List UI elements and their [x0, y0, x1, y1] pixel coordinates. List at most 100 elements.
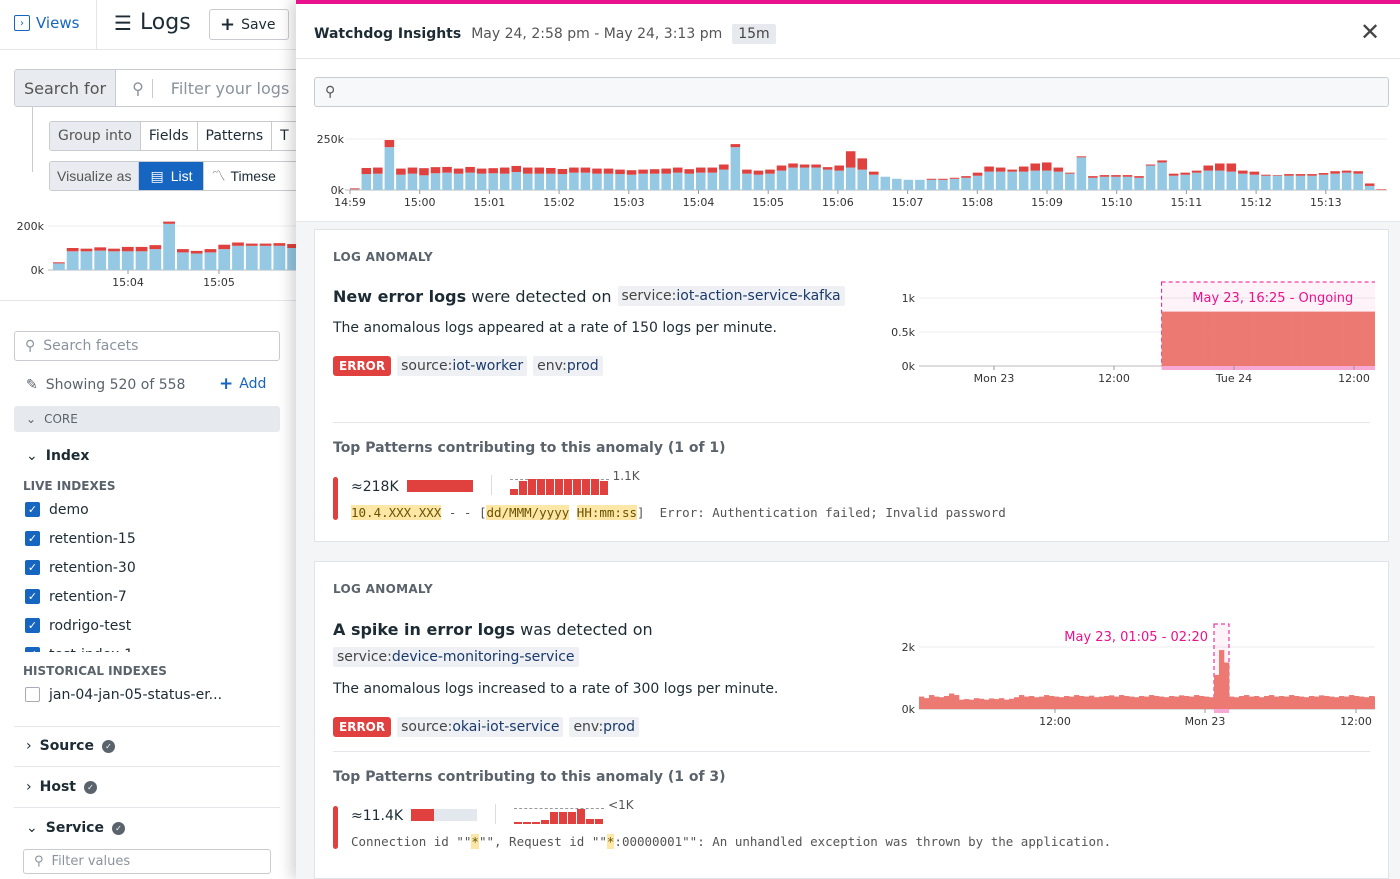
sparkline-peak-label: <1K: [608, 798, 634, 812]
anomaly-chart-bar: [1294, 695, 1300, 709]
facet-service[interactable]: ⌄ Service ✓: [26, 820, 125, 836]
watchdog-insights-panel: Watchdog Insights May 24, 2:58 pm - May …: [296, 0, 1400, 879]
error-bar: [384, 140, 395, 148]
info-bar: [799, 167, 810, 190]
x-tick-label: 15:12: [1240, 196, 1272, 209]
anomaly-chart-bar: [1094, 697, 1100, 709]
add-facet-button[interactable]: + Add: [219, 376, 266, 393]
checkbox-checked-icon[interactable]: ✓: [25, 589, 40, 604]
duration-badge: 15m: [732, 24, 776, 44]
views-button[interactable]: › Views: [14, 14, 79, 32]
info-bar: [511, 172, 521, 190]
x-tick-label: 15:04: [112, 276, 144, 289]
info-bar: [287, 248, 299, 270]
info-bar: [523, 173, 533, 190]
index-facet-header[interactable]: ⌄ Index: [26, 448, 89, 464]
service-tag[interactable]: service:device-monitoring-service: [333, 647, 579, 667]
search-facets-input[interactable]: ⚲ Search facets: [14, 331, 280, 361]
error-bar: [108, 248, 120, 252]
source-tag[interactable]: source:okai-iot-service: [397, 717, 564, 737]
group-fields-option[interactable]: Fields: [141, 122, 198, 150]
checkbox[interactable]: [25, 687, 40, 702]
anomaly-chart-bar: [1059, 697, 1065, 709]
anomaly-chart-bar: [1363, 311, 1375, 366]
checkbox-checked-icon[interactable]: ✓: [25, 618, 40, 633]
error-bar: [569, 167, 579, 173]
group-transactions-option[interactable]: T: [272, 122, 298, 150]
error-bar: [1215, 163, 1225, 171]
log-anomaly-card[interactable]: LOG ANOMALY A spike in error logs was de…: [314, 561, 1389, 879]
close-icon[interactable]: ✕: [1360, 18, 1381, 46]
anomaly-chart-bar: [1299, 696, 1305, 709]
info-bar: [1157, 162, 1167, 190]
search-facets-placeholder: Search facets: [43, 338, 139, 354]
filter-values-input[interactable]: ⚲ Filter values: [23, 849, 271, 874]
error-bar: [696, 167, 706, 173]
error-bar: [1249, 171, 1260, 175]
checkbox-checked-icon[interactable]: ✓: [25, 531, 40, 546]
live-index-item[interactable]: ✓ demo: [25, 495, 285, 524]
facet-host[interactable]: › Host ✓: [26, 779, 97, 795]
checkbox-checked-icon[interactable]: ✓: [25, 502, 40, 517]
group-patterns-option[interactable]: Patterns: [198, 122, 273, 150]
info-bar: [465, 172, 475, 190]
anomaly-window-marker: [1161, 366, 1375, 370]
anomaly-chart-bar: [1339, 695, 1345, 709]
anomaly-chart-bar: [1049, 695, 1055, 709]
error-bar: [465, 166, 475, 173]
source-tag[interactable]: source:iot-worker: [397, 356, 528, 376]
visualize-list-option[interactable]: ▤ List: [139, 162, 205, 190]
pattern-log-line[interactable]: Connection id ""*"", Request id ""*:0000…: [351, 834, 1111, 849]
live-index-item[interactable]: ✓ test-index-1: [25, 640, 285, 652]
sparkline-bar: [568, 812, 577, 824]
pencil-icon[interactable]: ✎: [26, 377, 38, 393]
anomaly-chart-bar: [1034, 697, 1040, 709]
env-tag[interactable]: env:prod: [569, 717, 639, 737]
anomaly-chart-bar: [1274, 696, 1280, 709]
error-bar: [121, 246, 134, 252]
error-bar: [373, 167, 383, 174]
search-for-label: Search for: [15, 70, 117, 106]
error-bar: [845, 151, 856, 168]
pattern-log-line[interactable]: 10.4.XXX.XXX - - [dd/MMM/yyyy HH:mm:ss] …: [351, 505, 1006, 520]
anomaly-chart-bar: [1309, 695, 1315, 709]
checkbox-checked-icon[interactable]: ✓: [25, 560, 40, 575]
panel-title: Watchdog Insights: [314, 26, 462, 42]
insights-search-input[interactable]: ⚲: [314, 77, 1389, 107]
historical-index-item[interactable]: jan-04-jan-05-status-er...: [25, 680, 222, 709]
anomaly-chart-bar: [1149, 695, 1155, 709]
x-tick-label: 15:09: [1031, 196, 1063, 209]
service-tag[interactable]: service:iot-action-service-kafka: [617, 286, 845, 306]
live-index-item[interactable]: ✓ retention-7: [25, 582, 285, 611]
checkbox-checked-icon[interactable]: ✓: [25, 647, 40, 652]
error-bar: [1111, 175, 1121, 177]
x-tick-label: 15:08: [961, 196, 993, 209]
core-label: CORE: [44, 412, 78, 426]
error-bar: [661, 168, 671, 174]
live-index-item[interactable]: ✓ retention-30: [25, 553, 285, 582]
info-bar: [245, 245, 258, 270]
error-bar: [984, 166, 994, 172]
log-anomaly-card[interactable]: LOG ANOMALY New error logs were detected…: [314, 229, 1389, 542]
live-index-item[interactable]: ✓ retention-15: [25, 524, 285, 553]
live-index-item[interactable]: ✓ rodrigo-test: [25, 611, 285, 640]
search-icon: ⚲: [124, 78, 153, 98]
pattern-severity-bar: [333, 806, 338, 849]
error-bar: [488, 168, 498, 174]
info-bar: [94, 250, 107, 270]
env-tag[interactable]: env:prod: [533, 356, 603, 376]
info-bar: [649, 173, 660, 190]
core-section-header[interactable]: ⌄ CORE: [14, 406, 280, 432]
facet-source[interactable]: › Source ✓: [26, 738, 115, 754]
x-tick-label: 15:05: [752, 196, 784, 209]
filter-logs-input[interactable]: ⚲ Filter your logs: [116, 70, 306, 106]
info-bar: [1341, 172, 1352, 190]
anomaly-chart-bar: [1161, 311, 1173, 366]
error-bar: [361, 167, 372, 175]
anomaly-chart-bar: [949, 693, 955, 709]
anomaly-chart: 2k 0k May 23, 01:05 - 02:20 12:00 Mon 23 12:0…: [902, 623, 1375, 728]
error-bar: [1134, 176, 1144, 178]
save-button[interactable]: + Save: [209, 9, 289, 40]
visualize-timeseries-option[interactable]: 〽 Timese: [204, 162, 282, 190]
info-bar: [204, 252, 217, 270]
